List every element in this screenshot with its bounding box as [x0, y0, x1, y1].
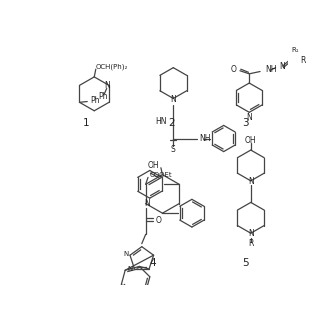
Text: R: R	[248, 239, 253, 249]
Text: OH: OH	[245, 136, 257, 145]
Text: N: N	[128, 266, 133, 272]
Text: 3: 3	[242, 118, 249, 128]
Text: N: N	[248, 229, 254, 238]
Text: R₁: R₁	[292, 47, 300, 53]
Text: O: O	[230, 66, 236, 75]
Text: S: S	[171, 145, 176, 154]
Text: HN: HN	[156, 117, 167, 126]
Text: OH: OH	[148, 161, 159, 170]
Text: Ph: Ph	[98, 92, 108, 101]
Text: 1: 1	[83, 118, 90, 128]
Text: N: N	[246, 113, 252, 122]
Text: OCH(Ph)₂: OCH(Ph)₂	[96, 64, 128, 70]
Text: N: N	[248, 177, 254, 186]
Text: COOEt: COOEt	[149, 172, 172, 178]
Text: O: O	[156, 216, 162, 225]
Text: N: N	[104, 81, 109, 90]
Text: NH: NH	[265, 66, 276, 75]
Text: NH: NH	[200, 134, 211, 143]
Text: N: N	[123, 252, 128, 257]
Text: 2: 2	[168, 118, 175, 128]
Text: 5: 5	[242, 258, 249, 268]
Text: 4: 4	[149, 258, 156, 268]
Text: N: N	[279, 62, 285, 71]
Text: N: N	[171, 95, 176, 104]
Text: R: R	[300, 56, 306, 65]
Text: Ph: Ph	[90, 96, 100, 105]
Text: N: N	[144, 199, 150, 208]
